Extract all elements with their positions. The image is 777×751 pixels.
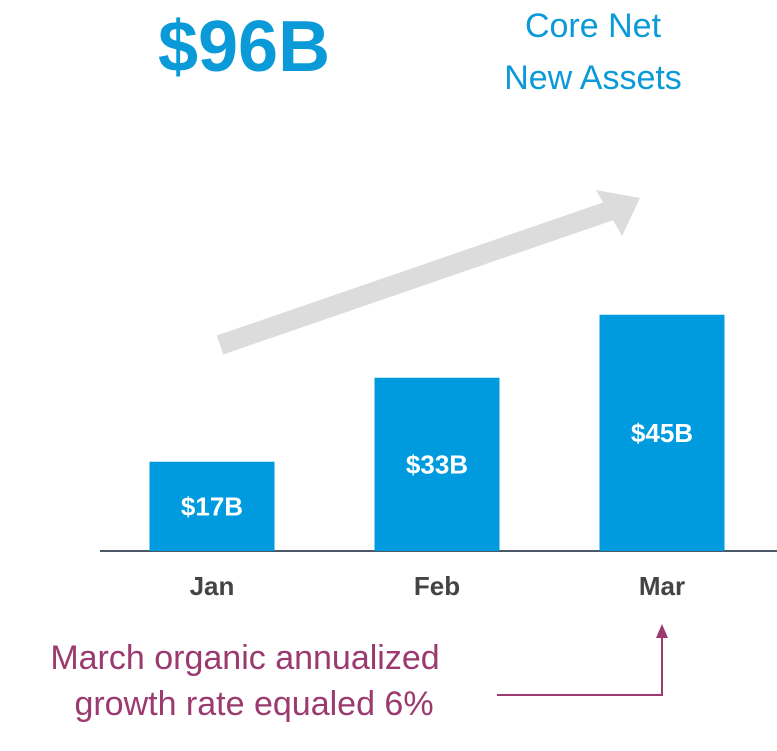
annotation-connector [497,624,668,696]
x-tick-label: Mar [639,571,685,601]
bar [374,377,500,551]
value-label: $45B [631,418,693,448]
subtitle-line: Core Net [525,7,662,45]
value-label: $17B [181,491,243,521]
value-label: $33B [406,449,468,479]
bar [149,461,275,551]
x-tick-label: Jan [190,571,235,601]
annotation-line: March organic annualized [50,639,439,677]
trend-arrow [216,190,640,355]
bar [599,314,725,551]
headline: $96B [158,7,330,87]
subtitle-line: New Assets [504,59,682,97]
annotation-line: growth rate equaled 6% [74,685,433,723]
x-tick-label: Feb [414,571,460,601]
